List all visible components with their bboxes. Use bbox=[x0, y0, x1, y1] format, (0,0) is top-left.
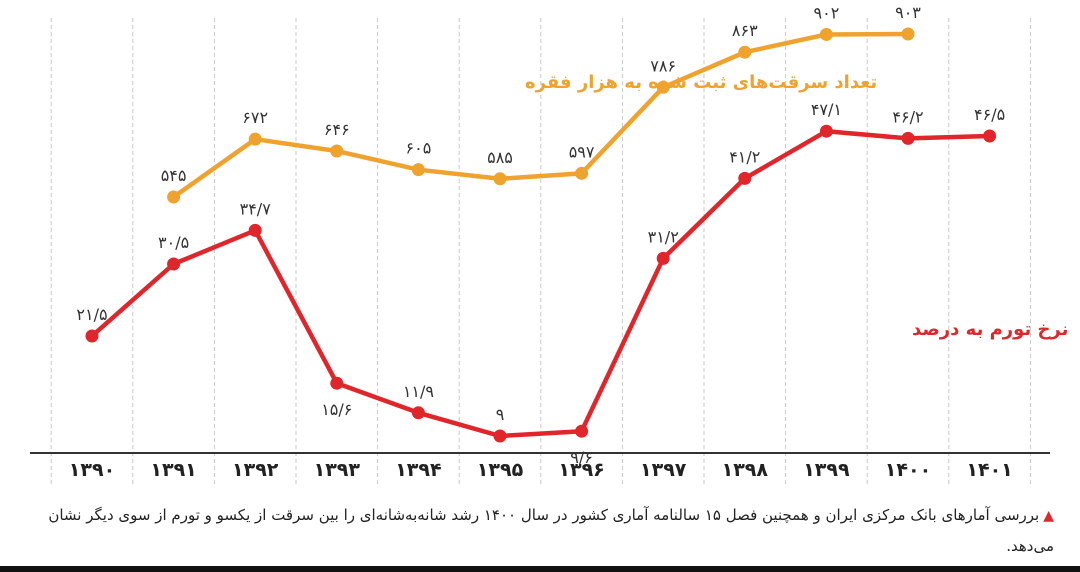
data-point bbox=[330, 144, 344, 158]
data-point bbox=[411, 163, 425, 177]
data-label: ۴۶/۲ bbox=[892, 107, 923, 126]
data-label: ۶۰۵ bbox=[406, 139, 432, 158]
data-point bbox=[575, 166, 589, 180]
caption-text: بررسی آمارهای بانک مرکزی ایران و همچنین … bbox=[48, 506, 1054, 555]
data-label: ۴۶/۵ bbox=[974, 105, 1005, 124]
data-label: ۴۷/۱ bbox=[811, 100, 842, 119]
caption-marker-icon: ▲ bbox=[1043, 508, 1054, 524]
bottom-rule bbox=[0, 566, 1080, 572]
data-point bbox=[330, 376, 344, 390]
x-tick-label: ۱۳۹۳ bbox=[314, 459, 361, 481]
data-point bbox=[411, 406, 425, 420]
x-tick-label: ۱۳۹۷ bbox=[640, 459, 687, 481]
data-point bbox=[901, 27, 915, 41]
x-tick-label: ۱۴۰۰ bbox=[885, 459, 931, 481]
x-tick-label: ۱۳۹۵ bbox=[477, 459, 524, 481]
x-tick-label: ۱۳۹۱ bbox=[150, 459, 196, 481]
data-label: ۷۸۶ bbox=[650, 56, 676, 75]
x-tick-label: ۱۳۹۸ bbox=[722, 459, 769, 481]
x-tick-label: ۱۳۹۶ bbox=[558, 459, 604, 481]
data-label: ۹/۶ bbox=[570, 448, 593, 467]
data-point bbox=[656, 80, 670, 94]
data-point bbox=[901, 131, 915, 145]
data-label: ۱۵/۶ bbox=[321, 400, 352, 419]
data-point bbox=[819, 124, 833, 138]
data-label: ۹۰۳ bbox=[895, 3, 921, 22]
data-point bbox=[819, 27, 833, 41]
data-label: ۵۴۵ bbox=[161, 166, 187, 185]
x-tick-label: ۱۳۹۴ bbox=[395, 459, 441, 481]
data-point bbox=[656, 251, 670, 265]
grid bbox=[50, 18, 1031, 485]
series-titles: تعداد سرقت‌های ثبت شده به هزار فقره نرخ ت… bbox=[525, 72, 1068, 340]
data-label: ۵۹۷ bbox=[569, 142, 595, 161]
data-point bbox=[167, 190, 181, 204]
x-tick-label: ۱۴۰۱ bbox=[966, 459, 1012, 481]
x-axis: ۱۳۹۰ ۱۳۹۱ ۱۳۹۲ ۱۳۹۳ ۱۳۹۴ ۱۳۹۵ ۱۳۹۶ ۱۳۹۷ ۱۳۹۸ ۱۳۹۹… bbox=[30, 452, 1050, 481]
data-point bbox=[493, 172, 507, 186]
data-label: ۳۱/۲ bbox=[648, 227, 679, 246]
data-label: ۸۶۳ bbox=[732, 21, 758, 40]
x-tick-label: ۱۳۹۰ bbox=[69, 459, 115, 481]
data-point bbox=[167, 257, 181, 271]
data-point bbox=[85, 329, 99, 343]
series-title: نرخ تورم به درصد bbox=[912, 319, 1068, 340]
series-layer: ۵۴۵ ۶۷۲ ۶۴۶ ۶۰۵ ۵۸۵ ۵۹۷ ۷۸۶ ۸۶۳ ۹۰۲ ۹۰۳ ۲۱/۵ ۳۰/۵ ۳۴… bbox=[76, 3, 1005, 467]
data-point bbox=[248, 223, 262, 237]
data-label: ۲۱/۵ bbox=[76, 305, 107, 324]
data-label: ۴۱/۲ bbox=[729, 147, 760, 166]
data-label: ۹۰۲ bbox=[814, 3, 840, 22]
data-point bbox=[738, 45, 752, 59]
data-label: ۳۴/۷ bbox=[240, 199, 272, 218]
data-point bbox=[738, 171, 752, 185]
data-label: ۱۱/۹ bbox=[403, 382, 434, 401]
x-tick-label: ۱۳۹۲ bbox=[232, 459, 279, 481]
data-point bbox=[575, 424, 589, 438]
series-title: تعداد سرقت‌های ثبت شده به هزار فقره bbox=[525, 72, 877, 93]
data-point bbox=[248, 132, 262, 146]
chart: ۱۳۹۰ ۱۳۹۱ ۱۳۹۲ ۱۳۹۳ ۱۳۹۴ ۱۳۹۵ ۱۳۹۶ ۱۳۹۷ ۱۳۹۸ ۱۳۹۹… bbox=[30, 3, 1068, 485]
series-line bbox=[89, 128, 992, 439]
data-label: ۵۸۵ bbox=[487, 148, 513, 167]
data-label: ۶۴۶ bbox=[324, 120, 350, 139]
data-label: ۹ bbox=[496, 405, 505, 424]
data-point bbox=[493, 429, 507, 443]
data-point bbox=[983, 129, 997, 143]
x-tick-label: ۱۳۹۹ bbox=[803, 459, 850, 481]
data-label: ۶۷۲ bbox=[242, 108, 268, 127]
series-line bbox=[171, 31, 911, 200]
caption: ▲بررسی آمارهای بانک مرکزی ایران و همچنین… bbox=[20, 500, 1054, 561]
data-label: ۳۰/۵ bbox=[158, 233, 189, 252]
